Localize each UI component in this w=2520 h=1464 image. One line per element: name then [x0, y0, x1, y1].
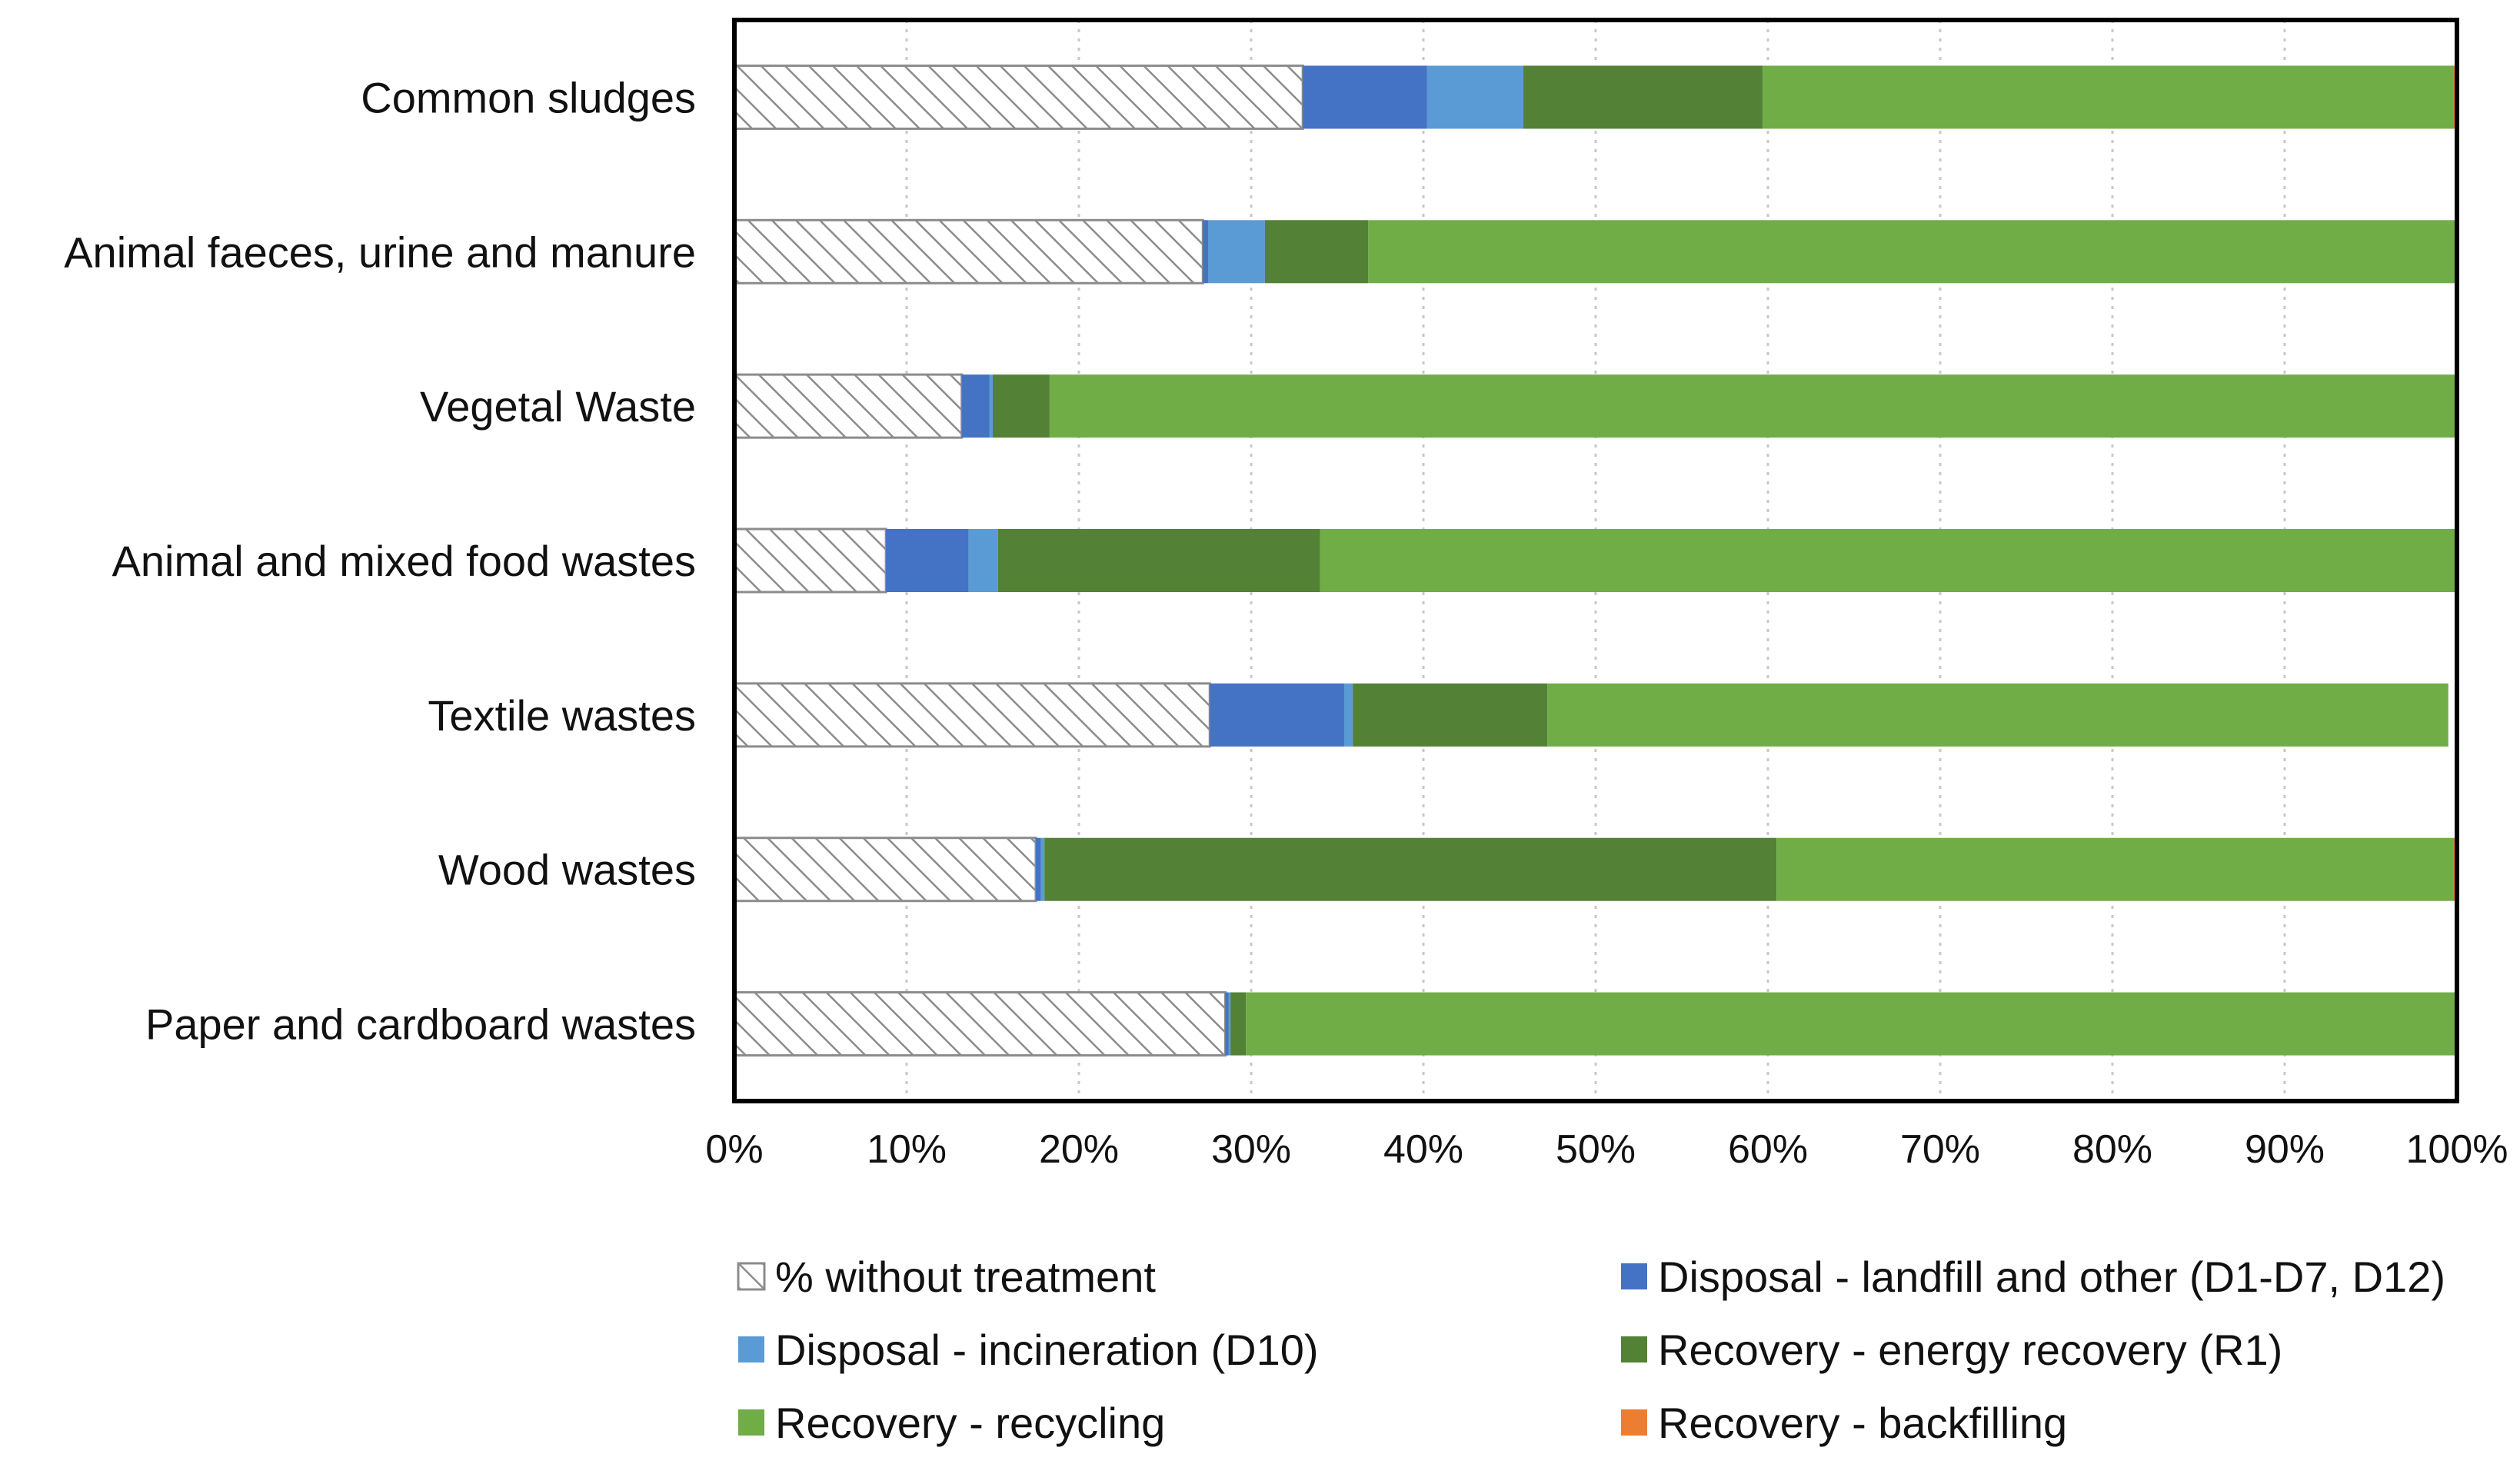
x-tick-label: 60%	[1728, 1127, 1808, 1172]
bar-segment	[1547, 683, 2448, 747]
legend-swatch	[1621, 1336, 1647, 1363]
bar-segment	[733, 218, 1204, 284]
bar-segment	[1210, 683, 1344, 747]
legend-label: Disposal - landfill and other (D1-D7, D1…	[1658, 1253, 2445, 1301]
bar-segment	[1523, 65, 1763, 129]
x-tick-label: 40%	[1383, 1127, 1463, 1172]
x-tick-label: 70%	[1900, 1127, 1980, 1172]
x-tick-label: 10%	[867, 1127, 947, 1172]
plot-frame	[732, 18, 2459, 1103]
category-label: Textile wastes	[428, 691, 696, 740]
bar-segment	[1203, 220, 1208, 284]
bar-segment	[1343, 683, 1353, 747]
bar-segment	[968, 529, 998, 592]
category-labels: Common sludges Animal faeces, urine and m…	[64, 73, 696, 1048]
x-tick-label: 80%	[2072, 1127, 2152, 1172]
x-tick-label: 20%	[1039, 1127, 1119, 1172]
bar-segment	[733, 373, 964, 439]
x-tick-label: 50%	[1556, 1127, 1636, 1172]
bar-segment	[1776, 837, 2454, 901]
legend-swatch	[738, 1336, 764, 1363]
bar-segment	[1303, 65, 1427, 129]
legend-swatch	[738, 1409, 764, 1436]
bar-segment	[997, 529, 1320, 592]
bar-segment	[886, 529, 969, 592]
bar-segment	[1228, 992, 1231, 1056]
category-label: Paper and cardboard wastes	[145, 1000, 696, 1049]
legend-label: Disposal - incineration (D10)	[775, 1326, 1319, 1374]
bar-segment	[961, 374, 990, 438]
x-tick-label: 0%	[705, 1127, 763, 1172]
bar-segment	[1426, 65, 1523, 129]
category-label: Wood wastes	[438, 846, 696, 894]
bar-segment	[993, 374, 1050, 438]
bar-segment	[733, 527, 887, 594]
bars	[733, 64, 2457, 1057]
bar-segment	[1225, 992, 1229, 1056]
bar-segment	[733, 682, 1211, 748]
bar-segment	[989, 374, 993, 438]
bar-segment	[1353, 683, 1548, 747]
bar-segment	[1040, 837, 1045, 901]
x-axis-tick-labels: 0% 10% 20% 30% 40% 50% 60% 70% 80% 90% 100%	[705, 1127, 2508, 1172]
bar-segment	[1044, 837, 1777, 901]
legend-label: Recovery - recycling	[775, 1399, 1165, 1447]
bar-segment	[1763, 65, 2454, 129]
bar-segment	[733, 837, 1037, 903]
legend-label: Recovery - backfilling	[1658, 1399, 2067, 1447]
bar-segment	[1368, 220, 2457, 284]
legend-label: % without treatment	[775, 1253, 1156, 1301]
bar-segment	[733, 64, 1304, 130]
legend: % without treatment Disposal - landfill a…	[737, 1253, 2445, 1447]
category-label: Animal and mixed food wastes	[112, 537, 697, 585]
bar-segment	[1264, 220, 1369, 284]
category-label: Common sludges	[361, 73, 696, 121]
bar-segment	[1320, 529, 2457, 592]
category-label: Animal faeces, urine and manure	[64, 228, 696, 276]
bar-segment	[1036, 837, 1041, 901]
legend-label: Recovery - energy recovery (R1)	[1658, 1326, 2282, 1374]
bar-segment	[1230, 992, 1247, 1056]
legend-swatch	[1621, 1409, 1647, 1436]
bar-segment	[1049, 374, 2457, 438]
legend-swatch	[737, 1262, 766, 1291]
x-tick-label: 100%	[2406, 1127, 2508, 1172]
x-tick-label: 90%	[2245, 1127, 2325, 1172]
legend-swatch	[1621, 1263, 1647, 1289]
bar-segment	[733, 991, 1227, 1057]
category-label: Vegetal Waste	[420, 382, 696, 431]
bar-segment	[1246, 992, 2457, 1056]
bar-segment	[1208, 220, 1265, 284]
x-tick-label: 30%	[1211, 1127, 1291, 1172]
